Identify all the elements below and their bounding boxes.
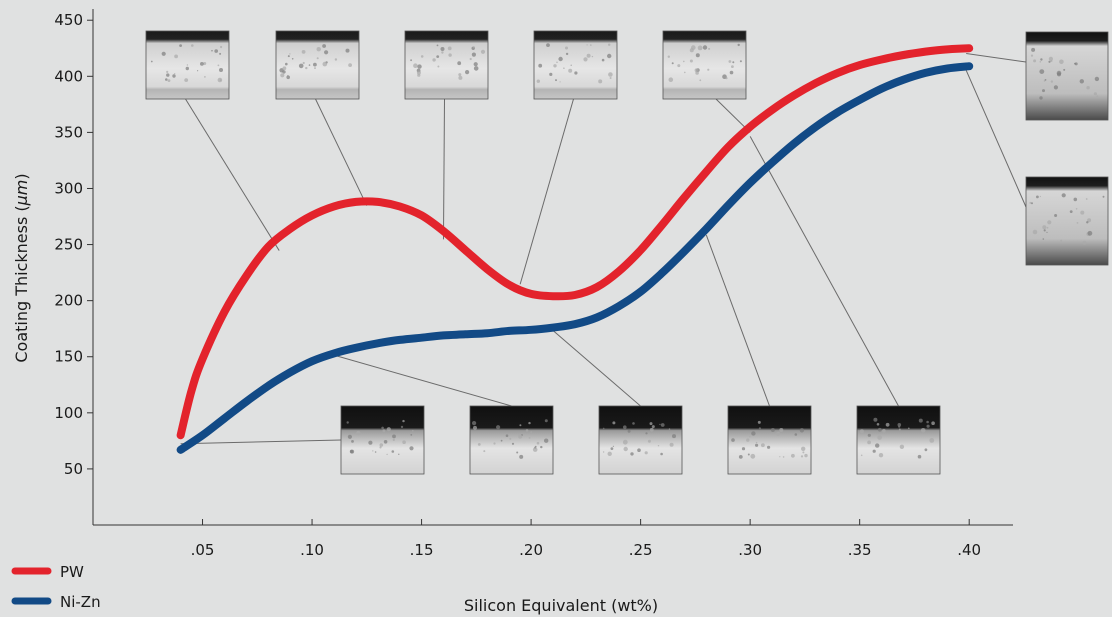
x-axis-title: Silicon Equivalent (wt%)	[464, 596, 658, 615]
x-tick-label: .40	[957, 541, 981, 559]
x-tick-label: .35	[848, 541, 872, 559]
y-tick-label: 150	[54, 348, 83, 366]
x-tick-label: .15	[410, 541, 434, 559]
inset-right-1	[1025, 31, 1109, 121]
y-tick-label: 50	[64, 460, 83, 478]
leader-line	[333, 354, 512, 407]
leader-line	[442, 98, 445, 240]
inset-bottom-1	[340, 405, 425, 475]
inset-top-1	[145, 30, 230, 100]
inset-right-2	[1025, 176, 1109, 266]
leader-line	[180, 439, 342, 445]
x-tick-label: .30	[738, 541, 762, 559]
leader-lines	[180, 53, 1027, 445]
x-tick-label: .05	[191, 541, 215, 559]
y-tick-label: 450	[54, 11, 83, 29]
x-tick-label: .20	[519, 541, 543, 559]
inset-bottom-5	[856, 405, 941, 475]
y-tick-label: 100	[54, 404, 83, 422]
legend-label-pw: PW	[60, 563, 84, 581]
x-axis-ticks: .05 .10 .15 .20 .25 .30 .35 .40	[191, 519, 981, 559]
micrograph-insets	[145, 30, 1109, 475]
legend: PW Ni-Zn	[11, 563, 101, 611]
leader-line	[185, 98, 280, 251]
x-tick-label: .10	[300, 541, 324, 559]
leader-line	[749, 136, 899, 407]
series-line-pw	[176, 44, 974, 440]
series-line-ni-zn	[176, 62, 974, 454]
y-axis-title: Coating Thickness (μm)	[12, 173, 31, 362]
y-tick-label: 250	[54, 236, 83, 254]
y-tick-label: 200	[54, 292, 83, 310]
leader-line	[965, 70, 1027, 208]
y-tick-label: 350	[54, 123, 83, 141]
inset-top-4	[533, 30, 618, 100]
leader-line	[966, 53, 1027, 63]
inset-bottom-2	[469, 405, 554, 475]
inset-top-2	[275, 30, 360, 100]
x-tick-label: .25	[629, 541, 653, 559]
legend-label-ni-zn: Ni-Zn	[60, 593, 101, 611]
leader-line	[315, 98, 368, 206]
leader-line	[552, 330, 641, 407]
y-axis-ticks: 50 100 150 200 250 300 350 400 450	[54, 11, 93, 478]
inset-top-3	[404, 30, 489, 100]
y-tick-label: 400	[54, 67, 83, 85]
inset-bottom-3	[598, 405, 683, 475]
inset-bottom-4	[727, 405, 812, 475]
leader-line	[705, 234, 770, 407]
y-tick-label: 300	[54, 179, 83, 197]
leader-line	[519, 98, 574, 285]
inset-top-5	[662, 30, 747, 100]
series-lines	[176, 44, 974, 454]
